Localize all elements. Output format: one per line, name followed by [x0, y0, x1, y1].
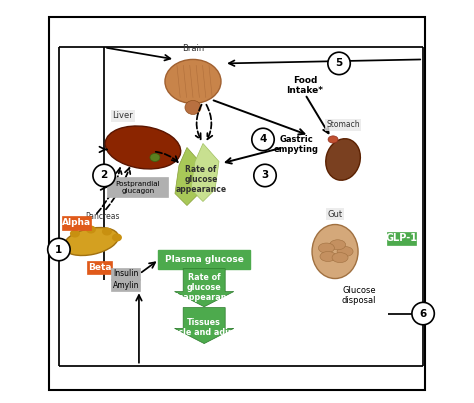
Circle shape	[328, 52, 350, 75]
Text: Plasma glucose: Plasma glucose	[165, 255, 244, 264]
Text: 3: 3	[261, 170, 269, 181]
Text: 2: 2	[100, 170, 108, 181]
Text: 1: 1	[55, 245, 63, 255]
Ellipse shape	[105, 126, 181, 169]
FancyBboxPatch shape	[111, 268, 140, 280]
Text: Beta: Beta	[88, 263, 111, 272]
Ellipse shape	[328, 136, 338, 143]
Circle shape	[254, 164, 276, 187]
Text: Stomach: Stomach	[326, 120, 360, 129]
Text: Postprandial
glucagon: Postprandial glucagon	[116, 181, 160, 193]
Ellipse shape	[337, 247, 353, 257]
Ellipse shape	[319, 243, 334, 253]
FancyBboxPatch shape	[158, 250, 250, 269]
Text: 4: 4	[259, 135, 267, 144]
Ellipse shape	[64, 228, 118, 256]
Ellipse shape	[320, 251, 336, 262]
Text: Brain: Brain	[182, 44, 204, 53]
Ellipse shape	[102, 228, 112, 235]
Text: Insulin: Insulin	[113, 270, 138, 278]
Text: Alpha: Alpha	[62, 218, 91, 227]
FancyArrow shape	[174, 307, 234, 344]
Text: Glucose
disposal: Glucose disposal	[342, 286, 376, 305]
Circle shape	[252, 128, 274, 151]
Text: Rate of
glucose
disappearance: Rate of glucose disappearance	[171, 273, 237, 302]
Ellipse shape	[112, 233, 122, 241]
Ellipse shape	[332, 253, 348, 263]
Ellipse shape	[185, 100, 201, 114]
Ellipse shape	[70, 230, 80, 237]
Ellipse shape	[86, 226, 96, 233]
Text: Pancreas: Pancreas	[86, 212, 120, 221]
Ellipse shape	[312, 224, 358, 278]
Text: Tissues
(muscle and adipose): Tissues (muscle and adipose)	[155, 318, 253, 337]
Text: Amylin: Amylin	[112, 280, 139, 290]
Circle shape	[48, 238, 70, 261]
FancyArrow shape	[174, 269, 234, 307]
FancyBboxPatch shape	[387, 231, 416, 245]
Text: 5: 5	[336, 58, 343, 69]
Ellipse shape	[150, 154, 160, 162]
Circle shape	[93, 164, 115, 187]
Circle shape	[412, 302, 434, 325]
Ellipse shape	[165, 59, 221, 104]
Polygon shape	[191, 143, 219, 202]
FancyBboxPatch shape	[111, 279, 140, 291]
Text: Liver: Liver	[112, 111, 133, 120]
Text: 6: 6	[419, 309, 427, 318]
FancyBboxPatch shape	[87, 261, 112, 274]
Text: Rate of
glucose
appearance: Rate of glucose appearance	[175, 164, 227, 194]
Text: Gastric
empyting: Gastric empyting	[273, 135, 319, 154]
Text: Food
Intake*: Food Intake*	[287, 76, 324, 95]
Text: Gut: Gut	[328, 210, 343, 219]
Text: GLP-1: GLP-1	[386, 233, 418, 243]
Ellipse shape	[326, 139, 360, 180]
Polygon shape	[175, 147, 203, 206]
FancyBboxPatch shape	[107, 177, 168, 197]
Ellipse shape	[329, 240, 346, 250]
FancyBboxPatch shape	[62, 216, 91, 230]
